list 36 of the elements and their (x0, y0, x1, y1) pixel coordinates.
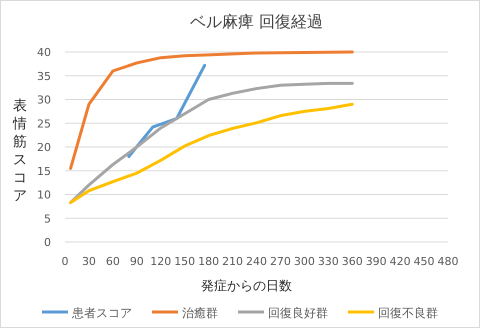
y-axis-title: 表情筋スコア (12, 98, 27, 204)
x-tick-label: 420 (390, 255, 411, 268)
x-tick-label: 30 (82, 255, 96, 268)
x-tick-label: 150 (174, 255, 196, 268)
x-tick-label: 390 (366, 255, 387, 268)
x-tick-label: 120 (150, 255, 172, 268)
legend-label: 回復良好群 (268, 306, 328, 320)
y-tick-label: 40 (37, 46, 51, 59)
x-tick-label: 240 (246, 255, 267, 268)
x-tick-label: 300 (294, 255, 315, 268)
x-tick-label: 60 (106, 255, 120, 268)
x-tick-label: 360 (342, 255, 363, 268)
y-tick-label: 10 (37, 188, 51, 202)
x-tick-label: 0 (62, 255, 68, 268)
x-tick-label: 480 (438, 255, 458, 268)
line-series (69, 102, 354, 204)
x-axis-title: 発症からの日数 (201, 279, 292, 294)
y-tick-label: 30 (37, 94, 51, 106)
x-tick-label: 450 (414, 255, 435, 268)
chart-title: ベル麻痺 回復経過 (190, 12, 324, 31)
line-series (69, 50, 354, 170)
x-tick-label: 90 (130, 255, 144, 268)
x-tick-label: 180 (198, 255, 220, 268)
x-tick-label: 330 (318, 255, 339, 268)
y-tick-label: 5 (44, 212, 51, 226)
x-tick-label: 210 (222, 255, 244, 268)
x-tick-label: 270 (270, 255, 291, 268)
y-tick-label: 25 (37, 117, 51, 130)
legend-label: 治癒群 (182, 306, 218, 320)
y-tick-label: 35 (37, 70, 51, 83)
y-tick-label: 20 (37, 141, 51, 154)
y-tick-label: 0 (44, 236, 51, 249)
legend-label: 回復不良群 (378, 306, 438, 320)
legend-label: 患者スコア (71, 306, 132, 320)
line-series (69, 82, 354, 204)
y-tick-label: 15 (37, 164, 51, 178)
